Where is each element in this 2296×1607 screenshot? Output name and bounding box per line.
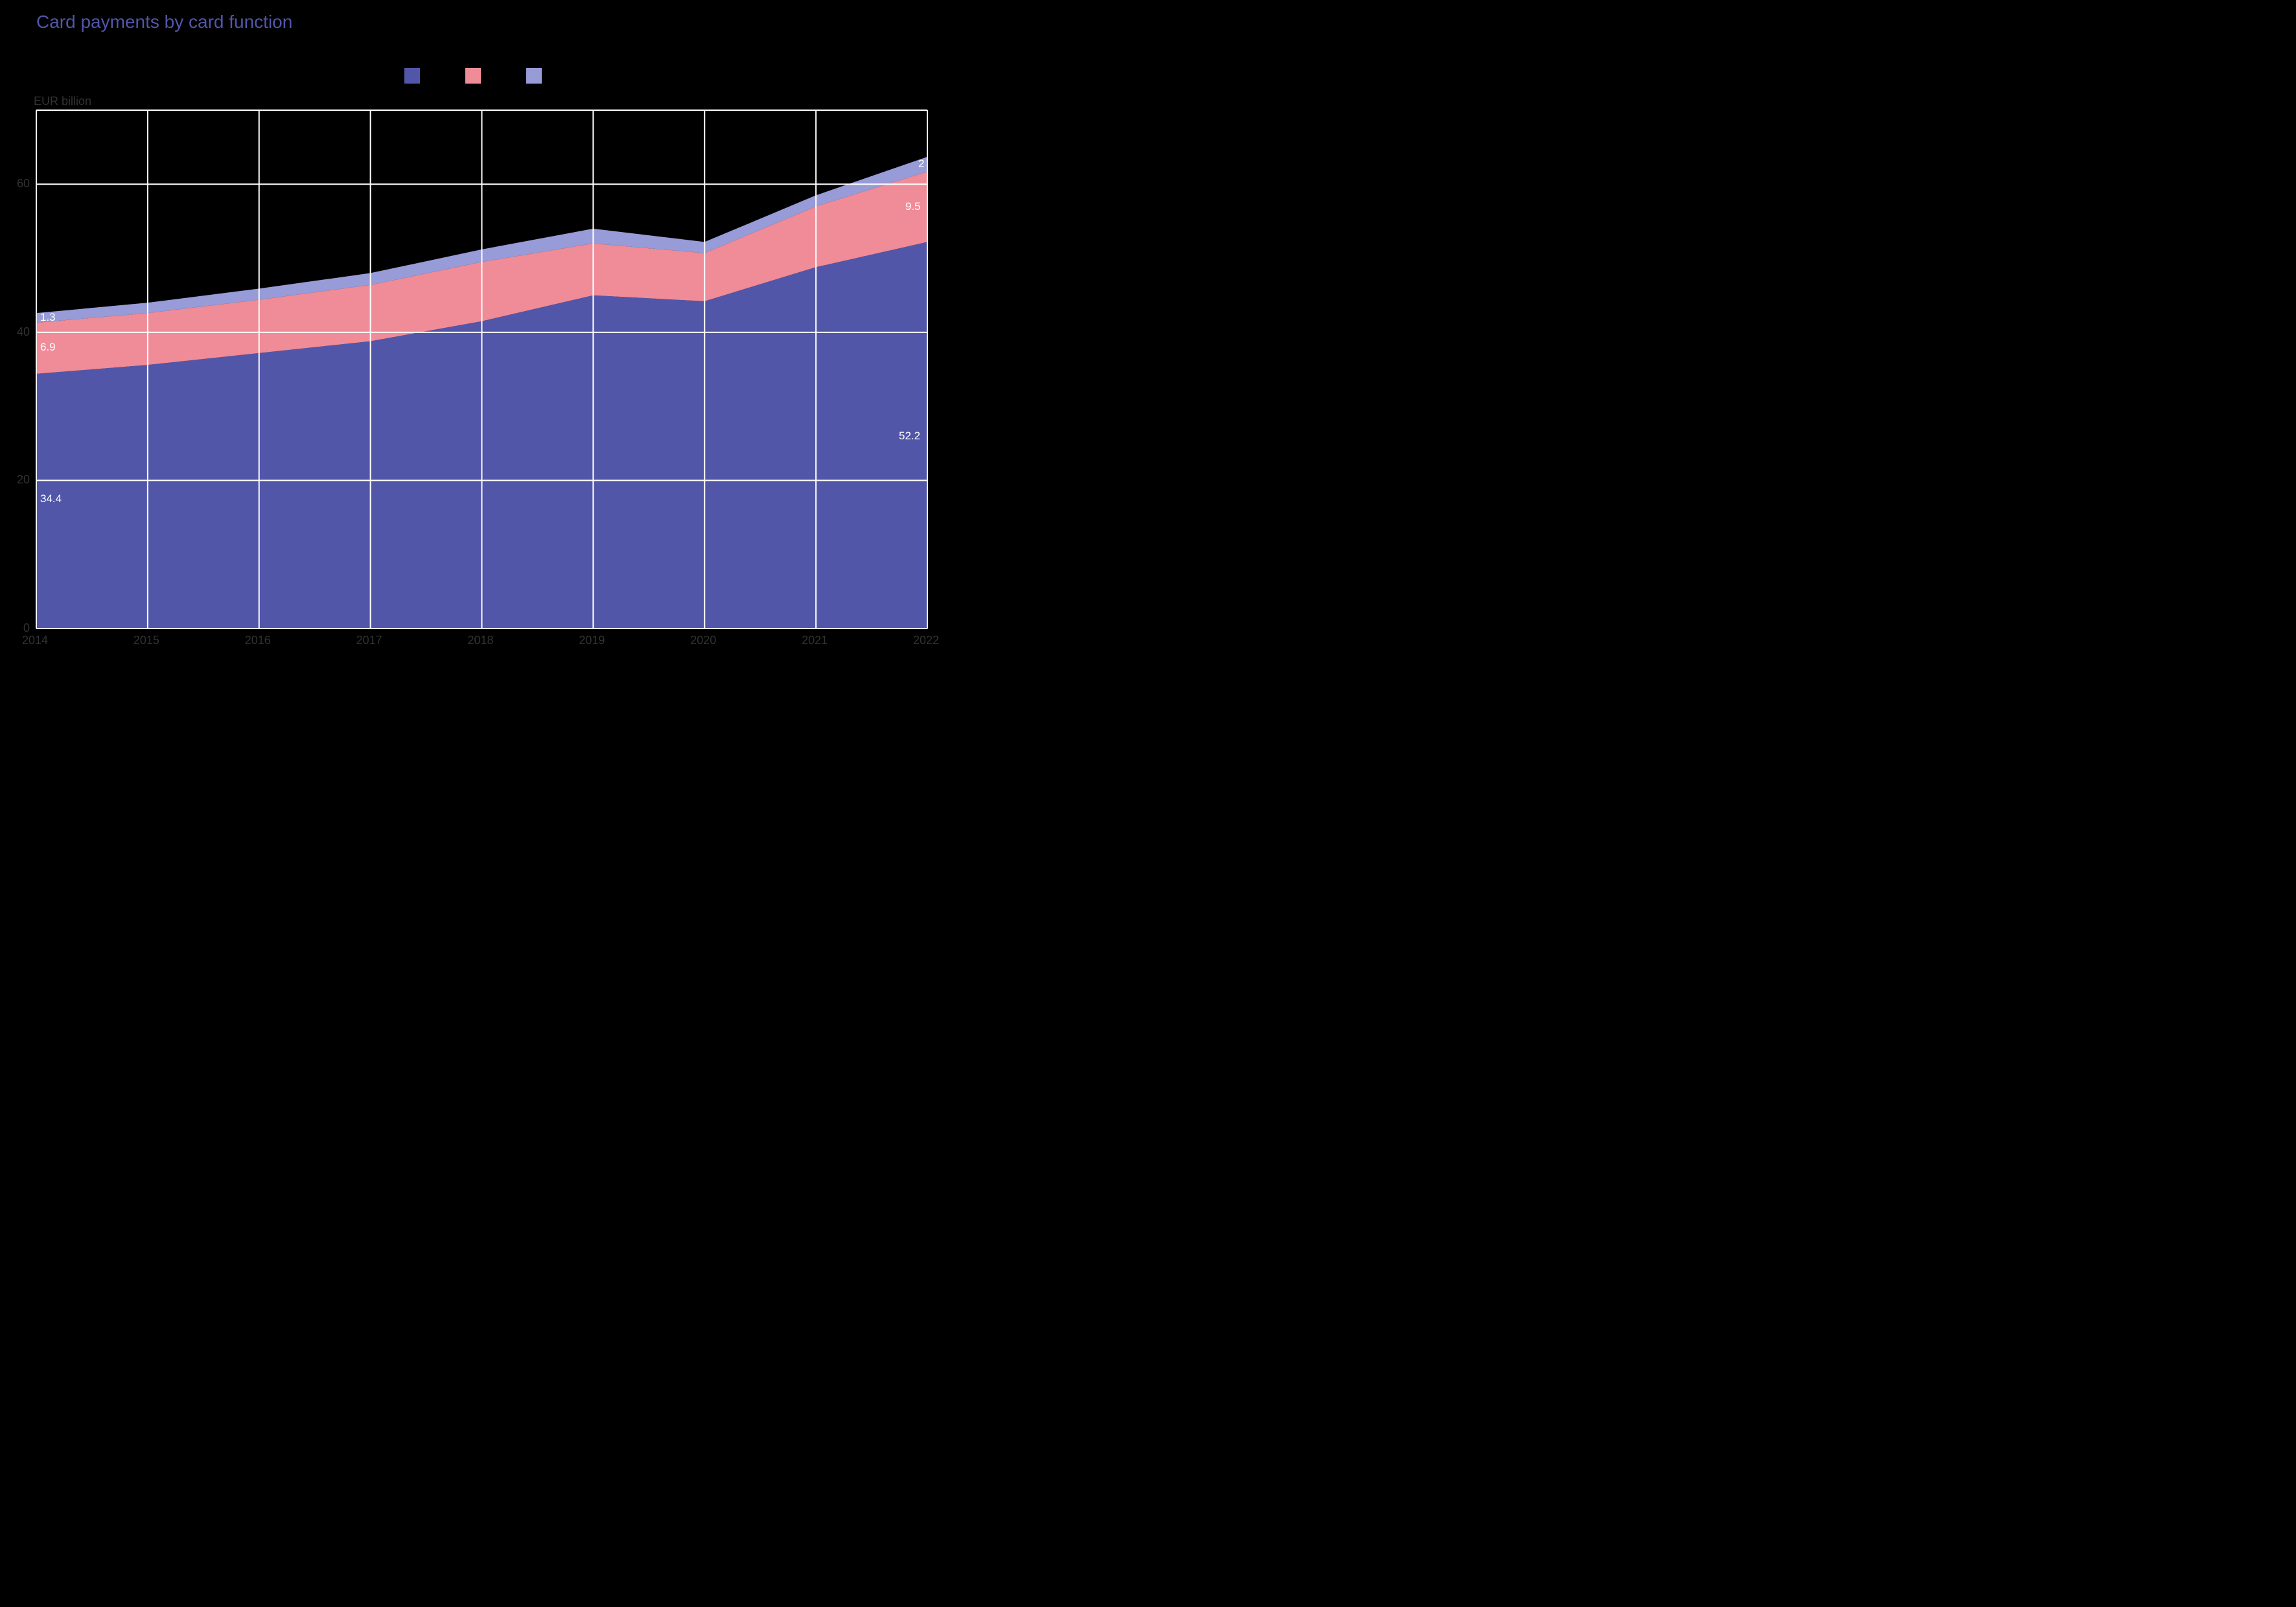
x-tick-label: 2019 [579,634,605,647]
y-tick-label: 40 [17,325,30,339]
y-tick-label: 20 [17,473,30,487]
data-label-left: 34.4 [40,492,62,505]
x-tick-label: 2017 [356,634,382,647]
x-tick-label: 2016 [245,634,271,647]
y-tick-label: 60 [17,177,30,191]
x-tick-label: 2018 [468,634,494,647]
chart-plot [0,0,947,661]
x-tick-label: 2014 [22,634,48,647]
chart-container: Card payments by card function EUR billi… [0,0,946,662]
data-label-left: 1.3 [40,311,56,324]
data-label-left: 6.9 [40,341,56,354]
x-tick-label: 2022 [913,634,939,647]
x-tick-label: 2020 [690,634,716,647]
data-label-right: 2 [918,157,924,170]
x-tick-label: 2015 [133,634,159,647]
data-label-right: 52.2 [899,430,920,443]
y-tick-label: 0 [23,621,30,635]
x-tick-label: 2021 [802,634,828,647]
data-label-right: 9.5 [905,200,921,213]
